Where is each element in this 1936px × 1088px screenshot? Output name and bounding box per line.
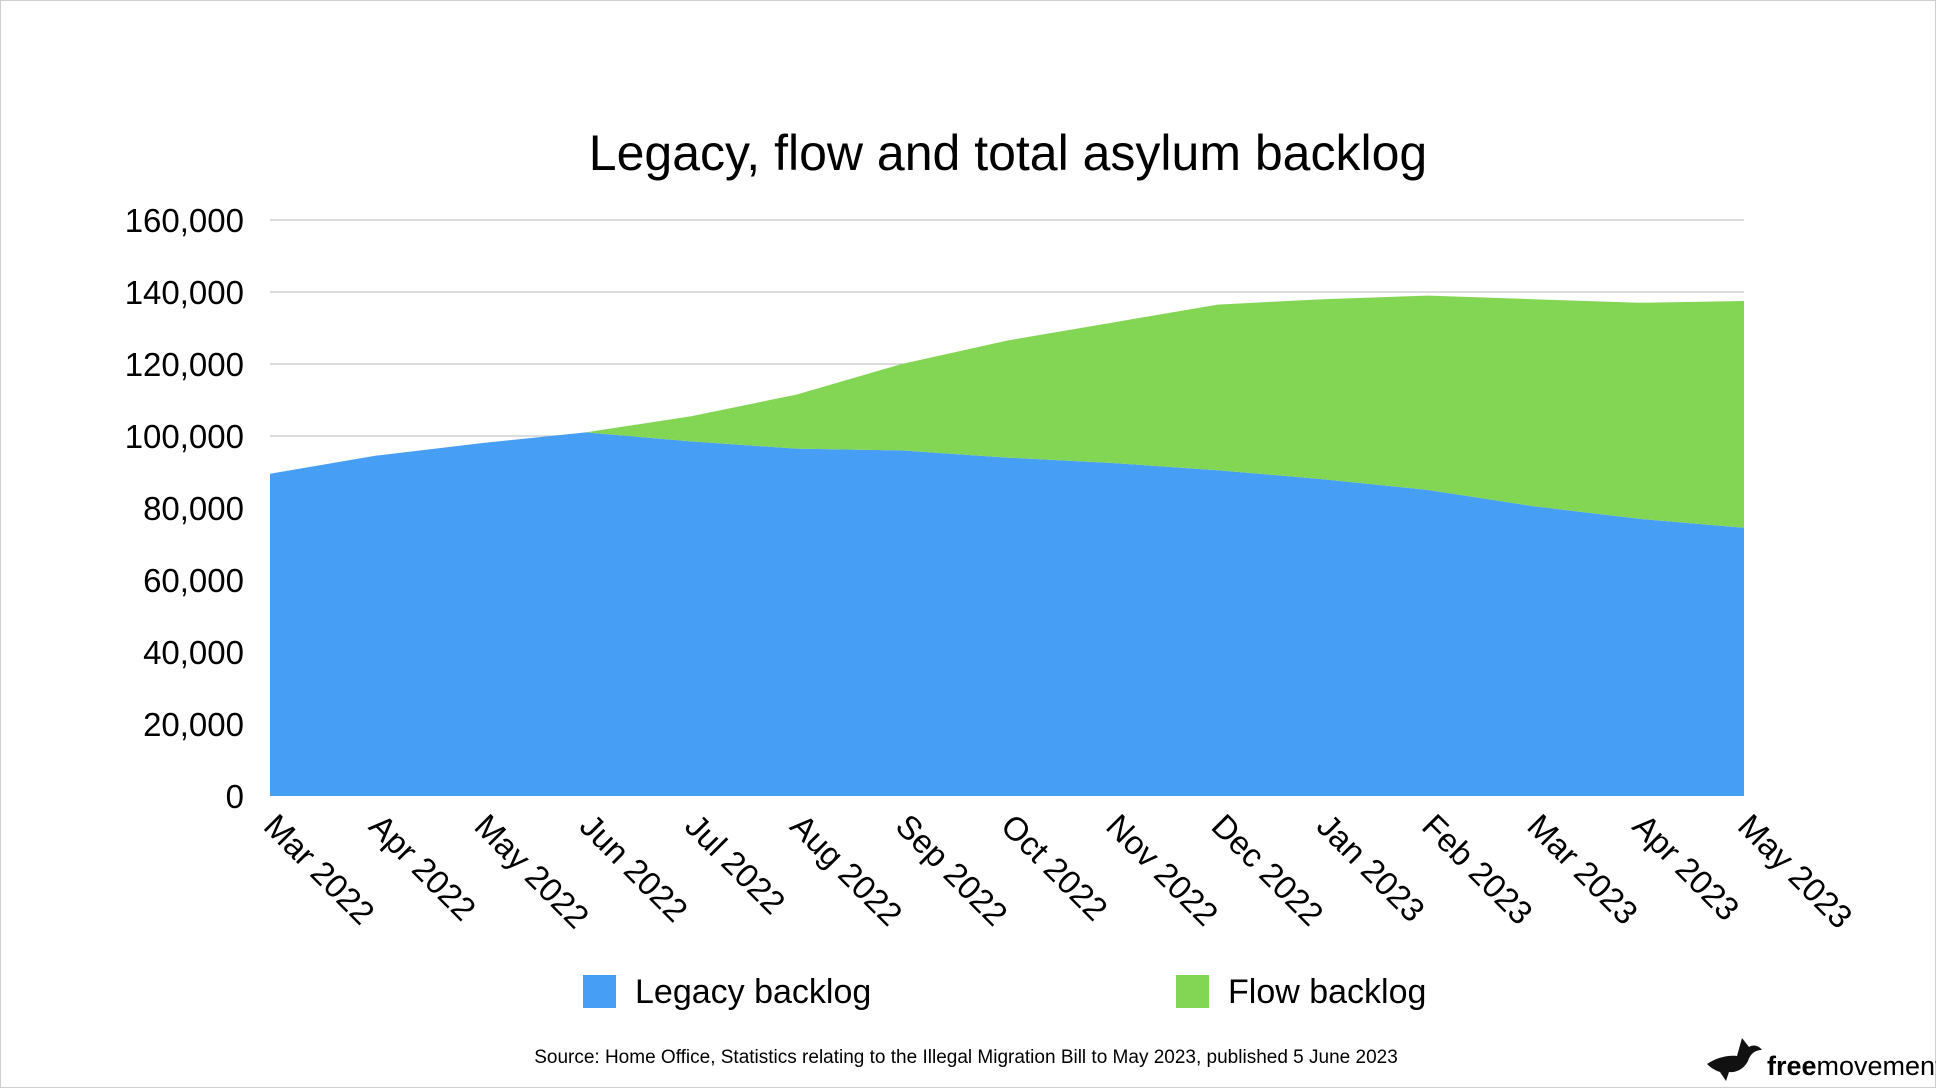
legend: Legacy backlog Flow backlog bbox=[583, 973, 1426, 1011]
x-tick-label: Jan 2023 bbox=[1310, 807, 1432, 929]
legend-item-flow-backlog: Flow backlog bbox=[1176, 973, 1426, 1011]
x-tick-label: May 2023 bbox=[1731, 807, 1860, 936]
legend-item-legacy-backlog: Legacy backlog bbox=[583, 973, 871, 1011]
y-tick-label: 0 bbox=[226, 778, 244, 815]
bird-icon bbox=[1707, 1038, 1762, 1081]
legend-swatch bbox=[1176, 975, 1209, 1008]
y-tick-label: 160,000 bbox=[125, 202, 244, 239]
x-tick-label: Jul 2022 bbox=[678, 807, 792, 921]
x-tick-label: Mar 2022 bbox=[257, 807, 382, 932]
logo-text: freemovement bbox=[1767, 1051, 1936, 1081]
y-tick-label: 100,000 bbox=[125, 418, 244, 455]
x-tick-label: Apr 2023 bbox=[1626, 807, 1747, 928]
plot-area bbox=[270, 295, 1744, 796]
x-tick-label: Apr 2022 bbox=[362, 807, 483, 928]
logo-text-bold: free bbox=[1767, 1051, 1817, 1081]
x-tick-label: Dec 2022 bbox=[1205, 807, 1331, 933]
y-tick-label: 20,000 bbox=[143, 706, 244, 743]
x-tick-label: Oct 2022 bbox=[994, 807, 1115, 928]
x-tick-label: Feb 2023 bbox=[1415, 807, 1540, 932]
y-tick-label: 40,000 bbox=[143, 634, 244, 671]
area-series-flow-backlog bbox=[270, 295, 1744, 528]
x-tick-label: Aug 2022 bbox=[783, 807, 909, 933]
x-tick-label: Nov 2022 bbox=[1099, 807, 1225, 933]
area-series-legacy-backlog bbox=[270, 432, 1744, 796]
y-axis: 0 20,000 40,000 60,000 80,000 100,000 120,000 1… bbox=[125, 202, 244, 815]
logo-text-regular: movement bbox=[1817, 1051, 1936, 1081]
legend-swatch bbox=[583, 975, 616, 1008]
x-tick-label: Mar 2023 bbox=[1520, 807, 1645, 932]
freemovement-logo: freemovement bbox=[1707, 1038, 1936, 1081]
chart-title: Legacy, flow and total asylum backlog bbox=[589, 125, 1427, 181]
x-tick-label: Sep 2022 bbox=[889, 807, 1015, 933]
x-tick-label: May 2022 bbox=[468, 807, 597, 936]
y-tick-label: 60,000 bbox=[143, 562, 244, 599]
source-note: Source: Home Office, Statistics relating… bbox=[534, 1047, 1398, 1068]
legend-label: Legacy backlog bbox=[635, 973, 871, 1011]
y-tick-label: 80,000 bbox=[143, 490, 244, 527]
y-tick-label: 120,000 bbox=[125, 346, 244, 383]
legend-label: Flow backlog bbox=[1228, 973, 1426, 1011]
y-tick-label: 140,000 bbox=[125, 274, 244, 311]
